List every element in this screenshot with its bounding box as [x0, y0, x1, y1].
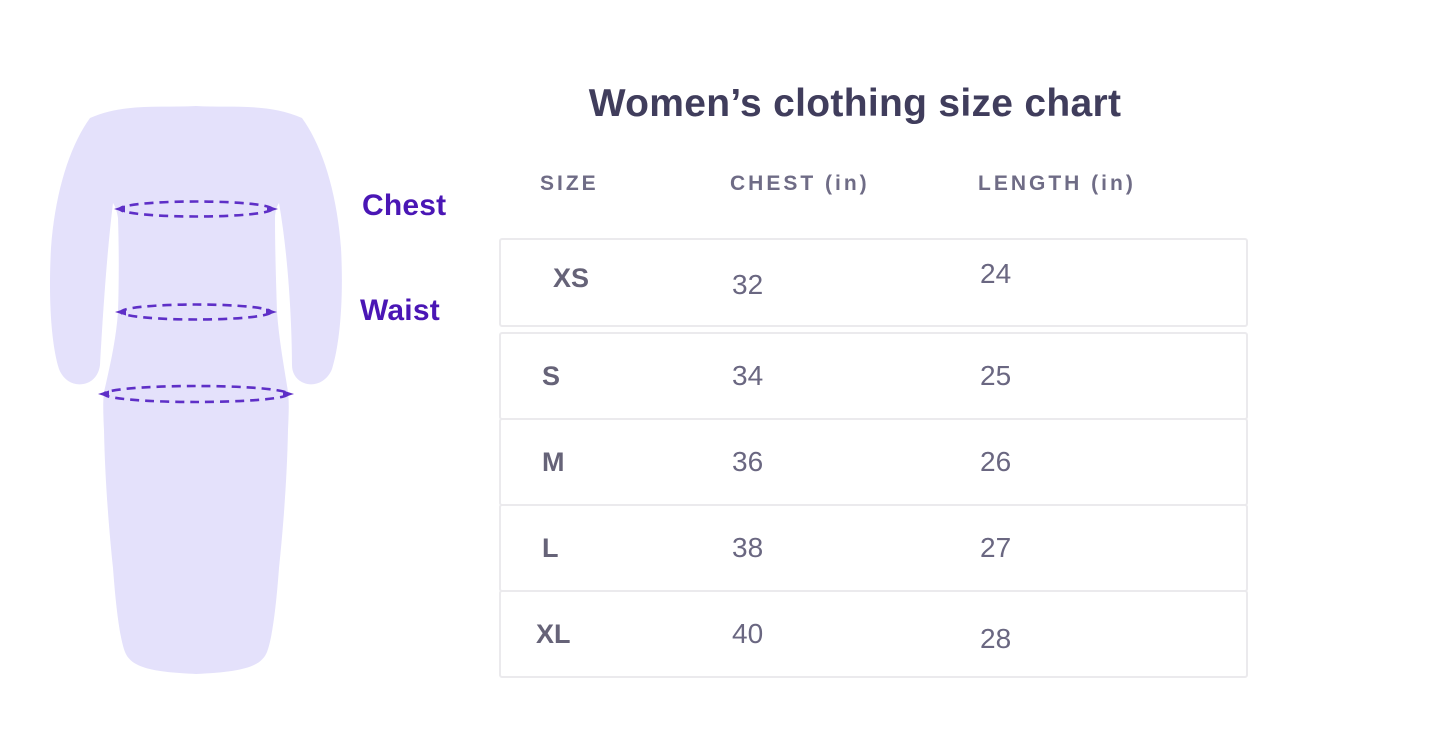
header-length: LENGTH (in)	[978, 172, 1136, 195]
chest-arrow-left-icon	[114, 205, 125, 213]
size-cell: S	[542, 360, 561, 391]
waist-label: Waist	[360, 294, 440, 327]
chest-cell: 34	[732, 360, 764, 391]
chest-cell: 38	[732, 532, 764, 563]
length-cell: 26	[980, 446, 1012, 477]
table-row-s: S 34 25	[499, 332, 1248, 420]
length-cell: 28	[980, 623, 1012, 654]
chest-cell: 32	[732, 268, 764, 300]
table-header-row: SIZE CHEST (in) LENGTH (in)	[499, 172, 1248, 196]
size-cell: XS	[553, 263, 590, 293]
table-row-m: M 36 26	[499, 418, 1248, 506]
dress-silhouette	[49, 106, 342, 674]
table-row-l: L 38 27	[499, 504, 1248, 592]
chest-cell: 36	[732, 446, 764, 477]
hip-arrow-left-icon	[98, 390, 109, 398]
header-chest: CHEST (in)	[730, 172, 870, 195]
length-cell: 25	[980, 360, 1012, 391]
chest-cell: 40	[732, 618, 764, 649]
length-cell: 24	[980, 257, 1012, 289]
page-title: Women’s clothing size chart	[588, 82, 1122, 125]
hip-arrow-right-icon	[283, 390, 294, 398]
header-size: SIZE	[540, 172, 599, 195]
size-table: XS 32 24 S 34 25 M 36 26 L 38 27 XL 40 2…	[499, 238, 1248, 678]
table-row-xs: XS 32 24	[499, 238, 1248, 327]
waist-arrow-right-icon	[266, 308, 277, 316]
size-cell: XL	[536, 618, 571, 649]
chest-label: Chest	[362, 189, 447, 222]
size-cell: M	[542, 446, 565, 477]
size-cell: L	[542, 532, 559, 563]
table-row-xl: XL 40 28	[499, 590, 1248, 678]
dress-illustration	[49, 106, 342, 674]
chest-arrow-right-icon	[267, 205, 278, 213]
waist-arrow-left-icon	[115, 308, 126, 316]
length-cell: 27	[980, 532, 1012, 563]
